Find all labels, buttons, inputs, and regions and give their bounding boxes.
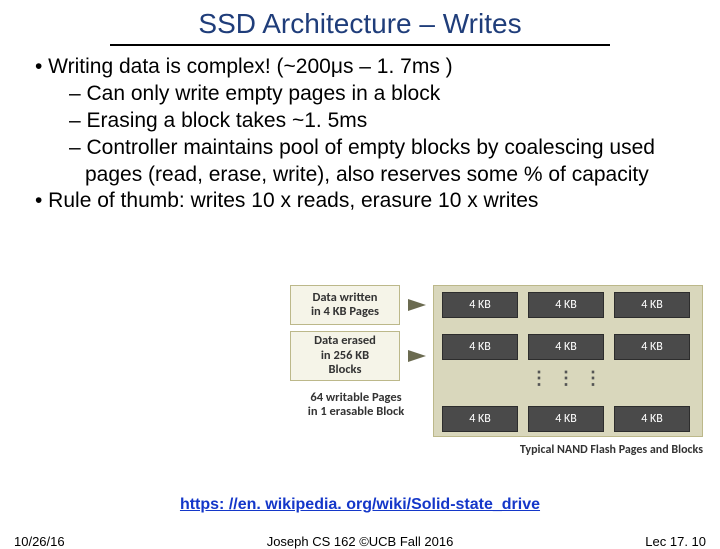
ellipsis-dots: ⋮ ⋮ ⋮	[442, 368, 692, 389]
sub-bullet-erase-time: – Erasing a block takes ~1. 5ms	[51, 108, 690, 135]
label-line: in 256 KB	[291, 349, 399, 363]
label-line: Data erased	[291, 334, 399, 348]
label-line: Data written	[291, 291, 399, 305]
bullet-writing-complex: • Writing data is complex! (~200μs – 1. …	[49, 54, 690, 81]
sub-bullet-empty-pages: – Can only write empty pages in a block	[51, 81, 690, 108]
sub-bullet-controller: – Controller maintains pool of empty blo…	[51, 135, 690, 189]
page-row: 4 KB 4 KB 4 KB	[442, 406, 690, 432]
label-line: in 4 KB Pages	[291, 305, 399, 319]
label-line: 64 writable Pages	[290, 391, 422, 405]
page-cell: 4 KB	[442, 334, 518, 360]
diagram-caption: Typical NAND Flash Pages and Blocks	[433, 443, 703, 457]
slide-title: SSD Architecture – Writes	[0, 0, 720, 44]
label-line: Blocks	[291, 363, 399, 377]
footer-lecture: Lec 17. 10	[645, 534, 706, 549]
arrow-icon	[408, 350, 426, 362]
label-data-written: Data written in 4 KB Pages	[290, 285, 400, 325]
page-row: 4 KB 4 KB 4 KB	[442, 334, 690, 360]
page-cell: 4 KB	[442, 406, 518, 432]
footer-course: Joseph CS 162 ©UCB Fall 2016	[0, 534, 720, 549]
wikipedia-link[interactable]: https: //en. wikipedia. org/wiki/Solid-s…	[0, 496, 720, 514]
page-row: 4 KB 4 KB 4 KB	[442, 292, 690, 318]
page-cell: 4 KB	[442, 292, 518, 318]
arrow-icon	[408, 299, 426, 311]
page-cell: 4 KB	[614, 406, 690, 432]
nand-diagram: Data written in 4 KB Pages Data erased i…	[290, 285, 705, 480]
page-cell: 4 KB	[528, 292, 604, 318]
label-data-erased: Data erased in 256 KB Blocks	[290, 331, 400, 381]
label-writable-pages: 64 writable Pages in 1 erasable Block	[290, 391, 422, 420]
label-line: in 1 erasable Block	[290, 405, 422, 419]
content-area: • Writing data is complex! (~200μs – 1. …	[0, 54, 720, 215]
page-cell: 4 KB	[614, 292, 690, 318]
title-underline	[110, 44, 610, 46]
page-cell: 4 KB	[528, 406, 604, 432]
page-cell: 4 KB	[528, 334, 604, 360]
block-area: 4 KB 4 KB 4 KB 4 KB 4 KB 4 KB ⋮ ⋮ ⋮ 4 KB…	[433, 285, 703, 437]
page-cell: 4 KB	[614, 334, 690, 360]
bullet-rule-of-thumb: • Rule of thumb: writes 10 x reads, eras…	[49, 188, 690, 215]
